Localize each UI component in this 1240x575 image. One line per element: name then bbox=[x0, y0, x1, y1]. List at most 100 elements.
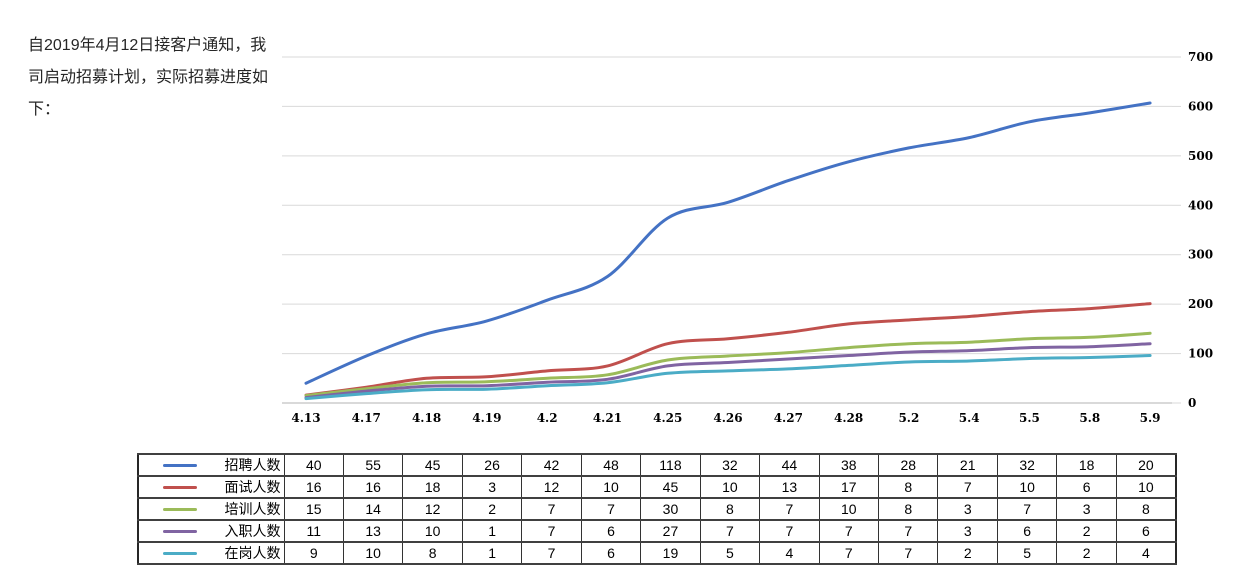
table-cell: 44 bbox=[759, 453, 820, 477]
table-cell: 3 bbox=[1056, 497, 1117, 521]
table-cell: 6 bbox=[580, 541, 642, 565]
table-cell: 10 bbox=[1115, 475, 1177, 499]
table-cell: 10 bbox=[699, 475, 761, 499]
table-cell: 32 bbox=[996, 453, 1058, 477]
table-row: 面试人数 16 16 18 3 12 10 45 10 13 17 8 7 10 6 10 bbox=[137, 475, 1177, 499]
table-cell: 8 bbox=[878, 497, 939, 521]
table-cell: 16 bbox=[283, 475, 344, 499]
table-cell: 7 bbox=[521, 541, 582, 565]
y-axis-tick-label: 0 bbox=[1188, 396, 1196, 410]
table-cell: 48 bbox=[580, 453, 642, 477]
x-axis-tick-label: 4.27 bbox=[774, 411, 803, 425]
table-cell: 3 bbox=[937, 497, 998, 521]
table-cell: 8 bbox=[699, 497, 761, 521]
table-cell: 16 bbox=[342, 475, 404, 499]
table-cell: 17 bbox=[818, 475, 880, 499]
x-axis-tick-label: 4.13 bbox=[291, 411, 320, 425]
table-cell: 42 bbox=[521, 453, 582, 477]
series-name-label: 面试人数 bbox=[224, 479, 281, 495]
table-row: 在岗人数 9 10 8 1 7 6 19 5 4 7 7 2 5 2 4 bbox=[137, 541, 1177, 565]
table-cell: 7 bbox=[759, 497, 820, 521]
table-cell: 10 bbox=[996, 475, 1058, 499]
table-cell: 1 bbox=[461, 519, 523, 543]
series-line-0 bbox=[304, 101, 1152, 385]
x-axis-tick-label: 4.18 bbox=[412, 411, 441, 425]
y-axis-tick-label: 300 bbox=[1188, 248, 1213, 262]
table-cell: 7 bbox=[937, 475, 998, 499]
table-cell: 3 bbox=[937, 519, 998, 543]
table-cell: 7 bbox=[818, 519, 880, 543]
table-cell: 20 bbox=[1115, 453, 1177, 477]
table-cell: 26 bbox=[461, 453, 523, 477]
x-axis-tick-label: 4.21 bbox=[593, 411, 622, 425]
table-cell: 3 bbox=[461, 475, 523, 499]
table-cell: 6 bbox=[996, 519, 1058, 543]
y-axis-tick-label: 600 bbox=[1188, 99, 1213, 113]
table-cell: 7 bbox=[878, 519, 939, 543]
y-axis-tick-label: 200 bbox=[1188, 297, 1213, 311]
table-cell: 27 bbox=[640, 519, 701, 543]
x-axis-tick-label: 5.9 bbox=[1140, 411, 1161, 425]
table-cell: 4 bbox=[1115, 541, 1177, 565]
table-cell: 55 bbox=[342, 453, 404, 477]
table-cell: 8 bbox=[402, 541, 463, 565]
table-cell: 28 bbox=[878, 453, 939, 477]
legend-line-swatch bbox=[163, 485, 197, 489]
table-cell: 12 bbox=[521, 475, 582, 499]
table-cell: 2 bbox=[1056, 541, 1117, 565]
table-cell: 7 bbox=[878, 541, 939, 565]
x-axis-tick-label: 4.26 bbox=[713, 411, 742, 425]
series-line-3 bbox=[304, 342, 1152, 400]
x-axis-tick-label: 5.8 bbox=[1079, 411, 1100, 425]
table-cell: 30 bbox=[640, 497, 701, 521]
table-cell: 21 bbox=[937, 453, 998, 477]
legend-line-swatch bbox=[163, 529, 197, 533]
series-line-1 bbox=[304, 302, 1152, 397]
legend-line-swatch bbox=[163, 463, 197, 467]
recruitment-line-chart: 0 100 200 300 400 500 600 700 4.13 4.17 4.18 4.19 4.… bbox=[282, 50, 1213, 425]
legend-line-swatch bbox=[163, 551, 197, 555]
chart-data-table: 招聘人数 40 55 45 26 42 48 118 32 44 38 28 21 32 18 20 面试人数 1… bbox=[137, 453, 1177, 565]
table-cell: 6 bbox=[580, 519, 642, 543]
x-axis-tick-label: 4.19 bbox=[472, 411, 501, 425]
table-cell: 7 bbox=[818, 541, 880, 565]
series-line-4 bbox=[304, 354, 1152, 401]
legend-cell: 招聘人数 bbox=[137, 453, 285, 477]
table-cell: 45 bbox=[402, 453, 463, 477]
table-cell: 10 bbox=[818, 497, 880, 521]
table-cell: 6 bbox=[1056, 475, 1117, 499]
series-name-label: 培训人数 bbox=[224, 501, 281, 517]
series-name-label: 在岗人数 bbox=[224, 545, 281, 561]
series-name-label: 入职人数 bbox=[224, 523, 281, 539]
table-cell: 5 bbox=[996, 541, 1058, 565]
legend-cell: 培训人数 bbox=[137, 497, 285, 521]
y-axis-tick-label: 100 bbox=[1188, 347, 1213, 361]
table-cell: 14 bbox=[342, 497, 404, 521]
table-cell: 7 bbox=[996, 497, 1058, 521]
table-cell: 9 bbox=[283, 541, 344, 565]
y-axis-tick-label: 700 bbox=[1188, 50, 1213, 64]
table-cell: 1 bbox=[461, 541, 523, 565]
x-axis-tick-label: 4.25 bbox=[653, 411, 682, 425]
table-row: 招聘人数 40 55 45 26 42 48 118 32 44 38 28 21 32 18 20 bbox=[137, 453, 1177, 477]
x-axis-tick-label: 5.5 bbox=[1019, 411, 1040, 425]
x-axis-tick-label: 4.17 bbox=[352, 411, 381, 425]
table-cell: 2 bbox=[1056, 519, 1117, 543]
table-cell: 18 bbox=[402, 475, 463, 499]
table-cell: 11 bbox=[283, 519, 344, 543]
table-cell: 4 bbox=[759, 541, 820, 565]
table-cell: 32 bbox=[699, 453, 761, 477]
table-cell: 40 bbox=[283, 453, 344, 477]
table-cell: 2 bbox=[937, 541, 998, 565]
table-cell: 7 bbox=[759, 519, 820, 543]
table-cell: 8 bbox=[878, 475, 939, 499]
table-row: 培训人数 15 14 12 2 7 7 30 8 7 10 8 3 7 3 8 bbox=[137, 497, 1177, 521]
table-cell: 7 bbox=[699, 519, 761, 543]
table-cell: 118 bbox=[640, 453, 701, 477]
legend-line-swatch bbox=[163, 507, 197, 511]
table-cell: 12 bbox=[402, 497, 463, 521]
legend-cell: 面试人数 bbox=[137, 475, 285, 499]
table-cell: 45 bbox=[640, 475, 701, 499]
y-axis-tick-label: 500 bbox=[1188, 149, 1213, 163]
